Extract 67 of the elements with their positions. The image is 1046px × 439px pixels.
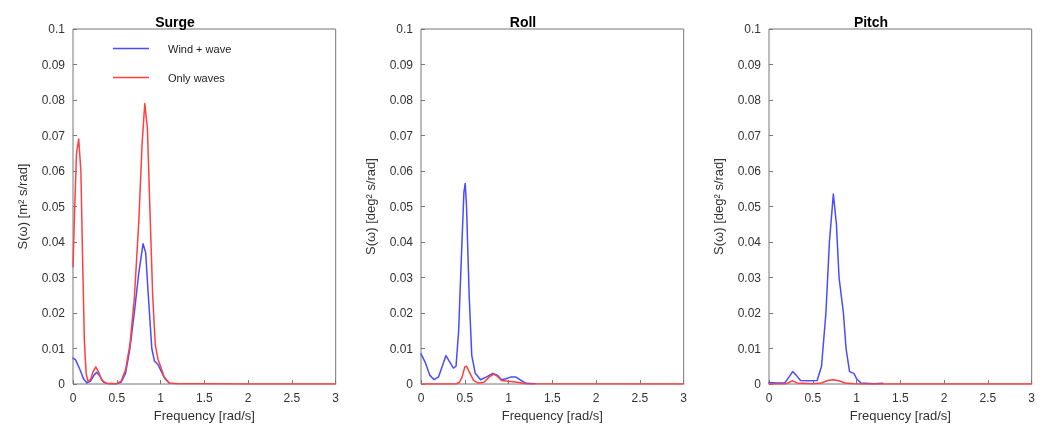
x-tick-label: 2 — [244, 391, 252, 405]
x-tick-label: 0.5 — [108, 391, 126, 405]
x-tick-label: 1.5 — [195, 391, 213, 405]
y-tick-label: 0.06 — [41, 164, 66, 178]
legend-label: Wind + wave — [168, 42, 232, 55]
y-tick-label: 0.07 — [41, 128, 66, 143]
y-tick-label: 0.01 — [737, 341, 762, 356]
y-tick-label: 0.02 — [389, 306, 414, 320]
y-tick-label: 0.09 — [41, 57, 66, 72]
y-tick-label: 0.1 — [396, 22, 414, 36]
x-tick-label: 3 — [332, 391, 340, 405]
x-tick-label: 0 — [417, 391, 425, 405]
y-tick-label: 0.09 — [389, 57, 414, 72]
y-tick-label: 0 — [754, 377, 762, 391]
x-tick-label: 1 — [505, 391, 513, 405]
y-tick-label: 0.04 — [389, 235, 414, 249]
y-tick-label: 0.01 — [41, 341, 66, 356]
y-tick-label: 0 — [406, 377, 414, 391]
legend-label: Only waves — [168, 71, 226, 84]
y-tick-label: 0.02 — [737, 306, 762, 320]
y-tick-label: 0.03 — [737, 270, 762, 285]
line-series — [72, 102, 337, 385]
y-tick-label: 0.08 — [41, 93, 66, 107]
y-tick-label: 0.1 — [48, 22, 66, 36]
x-axis-title: Frequency [rad/s] — [849, 407, 951, 423]
y-tick-label: 0.02 — [41, 306, 66, 320]
x-tick-label: 1.5 — [891, 391, 909, 405]
x-axis-title: Frequency [rad/s] — [153, 407, 255, 423]
x-tick-label: 2 — [940, 391, 948, 405]
y-tick-label: 0.09 — [737, 57, 762, 72]
x-tick-label: 0 — [69, 391, 77, 405]
y-tick-label: 0.03 — [41, 270, 66, 285]
y-tick-label: 0.07 — [389, 128, 414, 143]
chart-title: Roll — [509, 14, 537, 30]
x-tick-label: 2.5 — [979, 391, 997, 405]
y-tick-label: 0.05 — [41, 199, 66, 214]
x-axis-title: Frequency [rad/s] — [501, 407, 603, 423]
y-tick-label: 0.04 — [41, 235, 66, 249]
x-tick-label: 2.5 — [283, 391, 301, 405]
y-tick-label: 0.03 — [389, 270, 414, 285]
y-tick-label: 0.07 — [737, 128, 762, 143]
y-axis-title: S(ω) [m² s/rad] — [15, 163, 30, 250]
y-tick-label: 0.04 — [737, 235, 762, 249]
x-tick-label: 1 — [853, 391, 861, 405]
chart-title: Pitch — [853, 14, 889, 30]
chart-title: Surge — [155, 14, 196, 30]
x-tick-label: 3 — [1028, 391, 1036, 405]
y-tick-label: 0.08 — [737, 93, 762, 107]
y-tick-label: 0.06 — [389, 164, 414, 178]
y-tick-label: 0.01 — [389, 341, 414, 356]
x-tick-label: 1 — [157, 391, 165, 405]
x-tick-label: 0 — [765, 391, 773, 405]
x-tick-label: 3 — [680, 391, 688, 405]
line-series — [422, 365, 685, 385]
y-tick-label: 0.1 — [744, 22, 762, 36]
y-axis-title: S(ω) [deg² s/rad] — [711, 158, 726, 255]
y-tick-label: 0.05 — [737, 199, 762, 214]
x-tick-label: 0.5 — [804, 391, 822, 405]
x-tick-label: 1.5 — [543, 391, 561, 405]
x-tick-label: 2.5 — [631, 391, 649, 405]
y-tick-label: 0.05 — [389, 199, 414, 214]
y-tick-label: 0 — [58, 377, 66, 391]
y-tick-label: 0.08 — [389, 93, 414, 107]
y-axis-title: S(ω) [deg² s/rad] — [363, 158, 378, 255]
x-tick-label: 0.5 — [456, 391, 474, 405]
x-tick-label: 2 — [592, 391, 600, 405]
y-tick-label: 0.06 — [737, 164, 762, 178]
